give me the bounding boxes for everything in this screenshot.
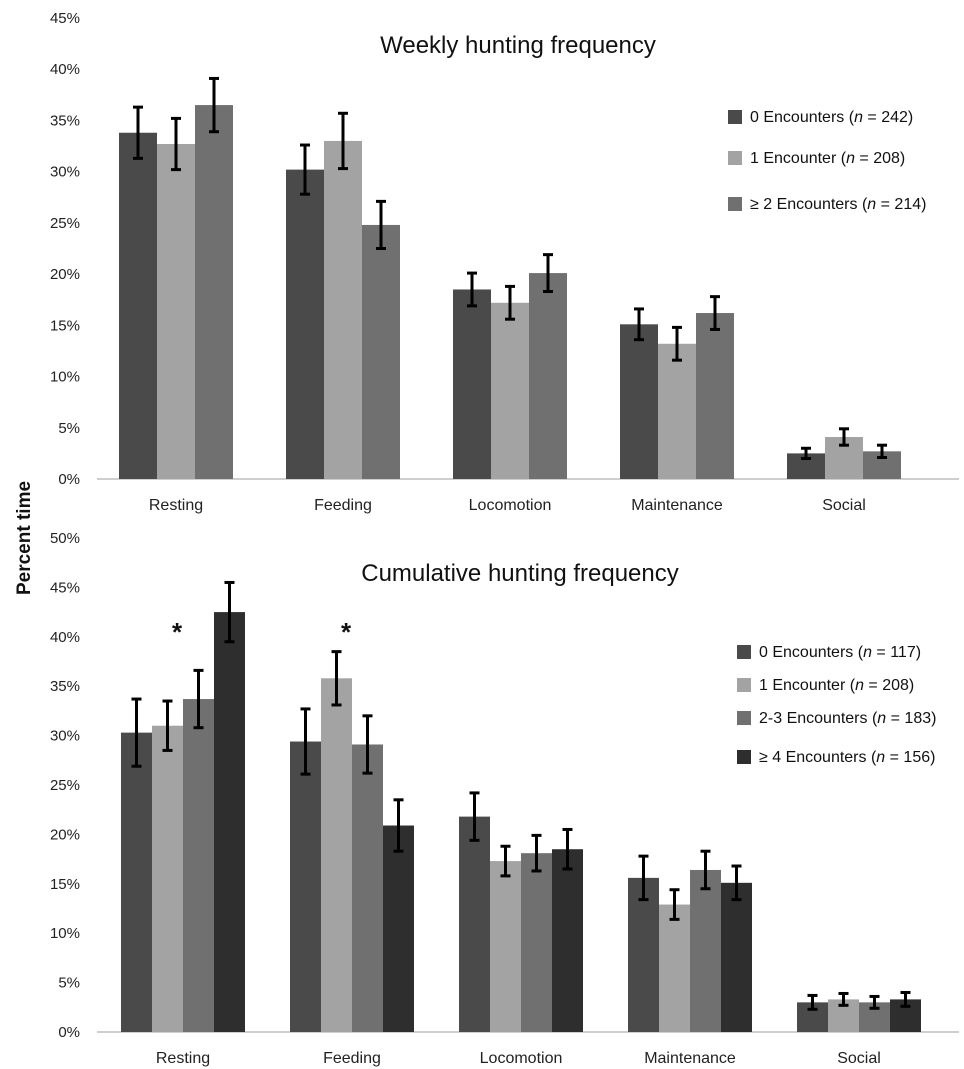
- y-tick-label: 40%: [50, 61, 80, 78]
- legend-swatch: [728, 197, 742, 211]
- y-tick-label: 40%: [50, 629, 80, 646]
- y-tick-label: 45%: [50, 579, 80, 596]
- bar: [552, 849, 583, 1032]
- legend-label: 0 Encounters (n = 117): [759, 644, 921, 661]
- bar: [324, 140, 362, 479]
- significance-marker: *: [341, 617, 352, 647]
- bar: [119, 132, 157, 479]
- y-tick-label: 20%: [50, 266, 80, 283]
- bar: [286, 169, 324, 479]
- y-axis-label: Percent time: [14, 481, 35, 595]
- legend-swatch: [737, 678, 751, 692]
- y-tick-label: 20%: [50, 826, 80, 843]
- bar: [620, 324, 658, 479]
- y-tick-label: 35%: [50, 112, 80, 129]
- category-label: Social: [837, 1050, 881, 1067]
- legend-label: 1 Encounter (n = 208): [759, 677, 914, 694]
- y-tick-label: 15%: [50, 317, 80, 334]
- y-tick-label: 5%: [58, 975, 80, 992]
- bar: [529, 273, 567, 479]
- bar: [490, 861, 521, 1032]
- category-label: Feeding: [323, 1050, 381, 1067]
- bar: [628, 877, 659, 1032]
- bar: [690, 869, 721, 1032]
- legend-swatch: [728, 151, 742, 165]
- bar: [352, 744, 383, 1032]
- legend-swatch: [737, 645, 751, 659]
- significance-marker: *: [172, 617, 183, 647]
- category-label: Feeding: [314, 497, 372, 514]
- legend-label: ≥ 2 Encounters (n = 214): [750, 196, 926, 213]
- legend-label: 1 Encounter (n = 208): [750, 150, 905, 167]
- legend-swatch: [737, 750, 751, 764]
- chart-title: Weekly hunting frequency: [380, 32, 656, 59]
- bar: [362, 224, 400, 479]
- y-tick-label: 10%: [50, 369, 80, 386]
- y-tick-label: 50%: [50, 530, 80, 547]
- y-tick-label: 35%: [50, 678, 80, 695]
- legend-swatch: [728, 110, 742, 124]
- category-label: Maintenance: [631, 497, 723, 514]
- category-label: Locomotion: [469, 497, 552, 514]
- bar: [459, 816, 490, 1032]
- category-label: Resting: [156, 1050, 210, 1067]
- bar: [453, 289, 491, 479]
- bar: [152, 725, 183, 1032]
- y-tick-label: 0%: [58, 1024, 80, 1041]
- legend-label: ≥ 4 Encounters (n = 156): [759, 749, 935, 766]
- y-tick-label: 25%: [50, 215, 80, 232]
- bar: [659, 904, 690, 1032]
- bar: [121, 732, 152, 1032]
- y-tick-label: 30%: [50, 728, 80, 745]
- category-label: Social: [822, 497, 866, 514]
- bar: [183, 699, 214, 1032]
- y-tick-label: 15%: [50, 876, 80, 893]
- bar: [383, 825, 414, 1032]
- legend-label: 0 Encounters (n = 242): [750, 109, 913, 126]
- bar: [491, 302, 529, 479]
- category-label: Maintenance: [644, 1050, 736, 1067]
- bar: [721, 882, 752, 1032]
- bar: [214, 612, 245, 1032]
- category-label: Locomotion: [480, 1050, 563, 1067]
- y-tick-label: 10%: [50, 925, 80, 942]
- y-tick-label: 5%: [58, 420, 80, 437]
- y-tick-label: 45%: [50, 10, 80, 27]
- bar: [696, 313, 734, 479]
- bar: [321, 678, 352, 1032]
- bar: [658, 343, 696, 479]
- legend-swatch: [737, 711, 751, 725]
- y-tick-label: 0%: [58, 471, 80, 488]
- y-tick-label: 25%: [50, 777, 80, 794]
- bar: [195, 105, 233, 480]
- category-label: Resting: [149, 497, 203, 514]
- chart-title: Cumulative hunting frequency: [361, 560, 679, 587]
- legend-label: 2-3 Encounters (n = 183): [759, 710, 936, 727]
- bar: [157, 144, 195, 480]
- bar: [521, 853, 552, 1032]
- bar: [290, 741, 321, 1032]
- y-tick-label: 30%: [50, 164, 80, 181]
